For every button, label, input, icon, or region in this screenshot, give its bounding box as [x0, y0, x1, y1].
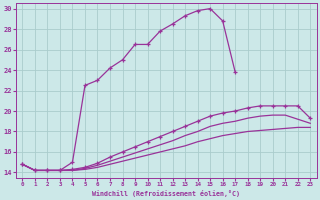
X-axis label: Windchill (Refroidissement éolien,°C): Windchill (Refroidissement éolien,°C): [92, 190, 240, 197]
